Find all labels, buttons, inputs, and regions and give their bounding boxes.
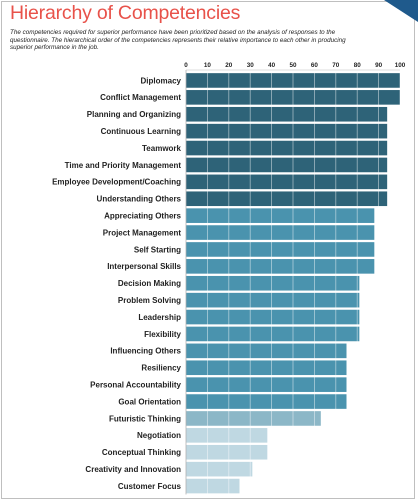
bar xyxy=(186,191,388,207)
category-label: Negotiation xyxy=(137,431,181,440)
x-tick-label: 70 xyxy=(332,62,340,69)
category-label: Understanding Others xyxy=(97,195,182,204)
bar xyxy=(186,292,360,308)
category-label: Employee Development/Coaching xyxy=(52,178,181,187)
category-label: Personal Accountability xyxy=(90,380,181,389)
bar xyxy=(186,444,268,460)
bar xyxy=(186,309,360,325)
bar xyxy=(186,275,360,291)
bar xyxy=(186,343,347,359)
bar xyxy=(186,428,268,443)
category-label: Project Management xyxy=(103,228,182,237)
category-label: Resiliency xyxy=(141,364,181,373)
category-label: Planning and Organizing xyxy=(87,110,181,119)
x-tick-label: 60 xyxy=(311,62,319,69)
x-tick-label: 80 xyxy=(354,62,362,69)
category-label: Decision Making xyxy=(118,279,181,288)
page-description: The competencies required for superior p… xyxy=(10,29,346,52)
category-label: Diplomacy xyxy=(141,76,182,85)
category-label: Customer Focus xyxy=(118,482,182,491)
x-tick-label: 100 xyxy=(395,62,406,69)
bar xyxy=(186,208,375,223)
page-title: Hierarchy of Competencies xyxy=(10,2,241,24)
category-label: Goal Orientation xyxy=(118,397,181,406)
bar xyxy=(186,394,347,409)
bar xyxy=(186,174,388,190)
x-tick-label: 10 xyxy=(204,62,212,69)
x-tick-label: 50 xyxy=(289,62,297,69)
bar xyxy=(186,123,388,139)
category-label: Teamwork xyxy=(142,144,182,153)
category-label: Creativity and Innovation xyxy=(85,465,181,474)
category-label: Conceptual Thinking xyxy=(102,448,181,457)
bar xyxy=(186,140,388,156)
bar xyxy=(186,157,388,173)
bar xyxy=(186,360,347,376)
bar xyxy=(186,259,375,274)
bar xyxy=(186,326,360,342)
bar xyxy=(186,377,347,392)
category-label: Futuristic Thinking xyxy=(109,414,181,423)
x-tick-label: 0 xyxy=(184,62,188,69)
category-label: Leadership xyxy=(138,313,181,322)
category-label: Flexibility xyxy=(144,330,181,339)
bar xyxy=(186,461,253,477)
category-label: Continuous Learning xyxy=(101,127,182,136)
category-label: Influencing Others xyxy=(110,347,181,356)
category-label: Self Starting xyxy=(134,245,181,254)
bar xyxy=(186,225,375,240)
category-label: Conflict Management xyxy=(100,93,181,102)
category-label: Appreciating Others xyxy=(104,211,181,220)
x-tick-label: 40 xyxy=(268,62,276,69)
x-tick-label: 30 xyxy=(247,62,255,69)
bar xyxy=(186,106,388,122)
category-label: Problem Solving xyxy=(118,296,181,305)
bar xyxy=(186,411,321,426)
category-label: Interpersonal Skills xyxy=(107,262,181,271)
x-tick-label: 20 xyxy=(225,62,233,69)
category-label: Time and Priority Management xyxy=(65,161,182,170)
bar xyxy=(186,242,375,257)
x-tick-label: 90 xyxy=(375,62,383,69)
corner-decoration xyxy=(384,0,418,22)
bar xyxy=(186,478,240,494)
